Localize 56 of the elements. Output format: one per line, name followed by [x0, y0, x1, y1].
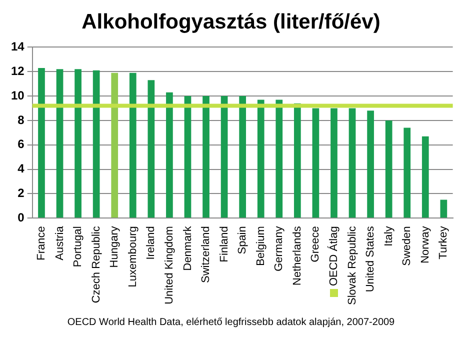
x-tick-label: Sweden — [401, 226, 414, 266]
bar — [74, 69, 82, 218]
x-tick-label: Hungary — [108, 226, 121, 268]
bar — [111, 72, 118, 218]
y-tick-label: 2 — [18, 186, 25, 200]
x-tick-label: Switzerland — [200, 226, 212, 283]
bar — [312, 108, 320, 218]
bar — [38, 68, 45, 218]
x-tick-label: Luxembourg — [126, 226, 139, 288]
text: OECD World Health Data, elérhető legfrissebb adatok alapján, 2007-2009 — [67, 316, 396, 328]
bar — [276, 100, 283, 218]
x-tick-label: Denmark — [182, 226, 194, 271]
x-tick-label: Germany — [273, 226, 286, 272]
y-tick-label: 10 — [10, 88, 25, 102]
bar — [56, 69, 64, 218]
bar — [330, 108, 338, 218]
x-tick-label: United States — [364, 226, 377, 292]
x-tick-label: Austria — [54, 225, 66, 260]
bar — [440, 200, 448, 218]
y-tick-label: 14 — [10, 40, 25, 54]
bar — [422, 136, 429, 218]
y-tick-label: 4 — [18, 162, 25, 176]
x-tick-label: OECD Átlag — [327, 226, 340, 286]
bar — [257, 100, 264, 218]
x-tick-label: Turkey — [438, 226, 450, 260]
y-tick-label: 6 — [18, 137, 25, 152]
bar — [220, 96, 228, 218]
chart-title: Alkoholfogyasztás (liter/fő/év) — [82, 10, 380, 34]
x-tick-label: Finland — [218, 226, 230, 262]
bar — [348, 108, 356, 218]
x-tick-label: United Kingdom — [163, 226, 176, 304]
x-tick-label: Greece — [310, 226, 322, 262]
bar — [404, 128, 411, 218]
y-tick-label: 0 — [18, 210, 25, 224]
x-tick-label: Spain — [236, 226, 249, 254]
x-tick-label: Portugal — [72, 226, 84, 268]
x-tick-label: France — [36, 226, 48, 260]
bar — [184, 96, 192, 218]
x-tick-label: Norway — [419, 226, 432, 264]
y-tick-label: 8 — [18, 112, 25, 127]
bar — [129, 72, 136, 218]
bar — [294, 103, 301, 218]
x-tick-label: Belgium — [254, 226, 267, 266]
bar — [92, 70, 100, 218]
bar — [367, 110, 374, 218]
x-tick-label: Czech Republic — [90, 226, 102, 304]
bar — [166, 92, 173, 218]
x-tick-label: Ireland — [145, 226, 158, 260]
x-tick-label: Netherlands — [291, 226, 304, 286]
bar — [202, 96, 210, 218]
bar — [385, 120, 392, 218]
x-tick-label: Italy — [382, 226, 395, 246]
bar — [148, 80, 155, 218]
y-tick-label: 12 — [10, 64, 25, 78]
bar — [239, 96, 246, 218]
x-tick-label: Slovak Republic — [346, 226, 358, 305]
